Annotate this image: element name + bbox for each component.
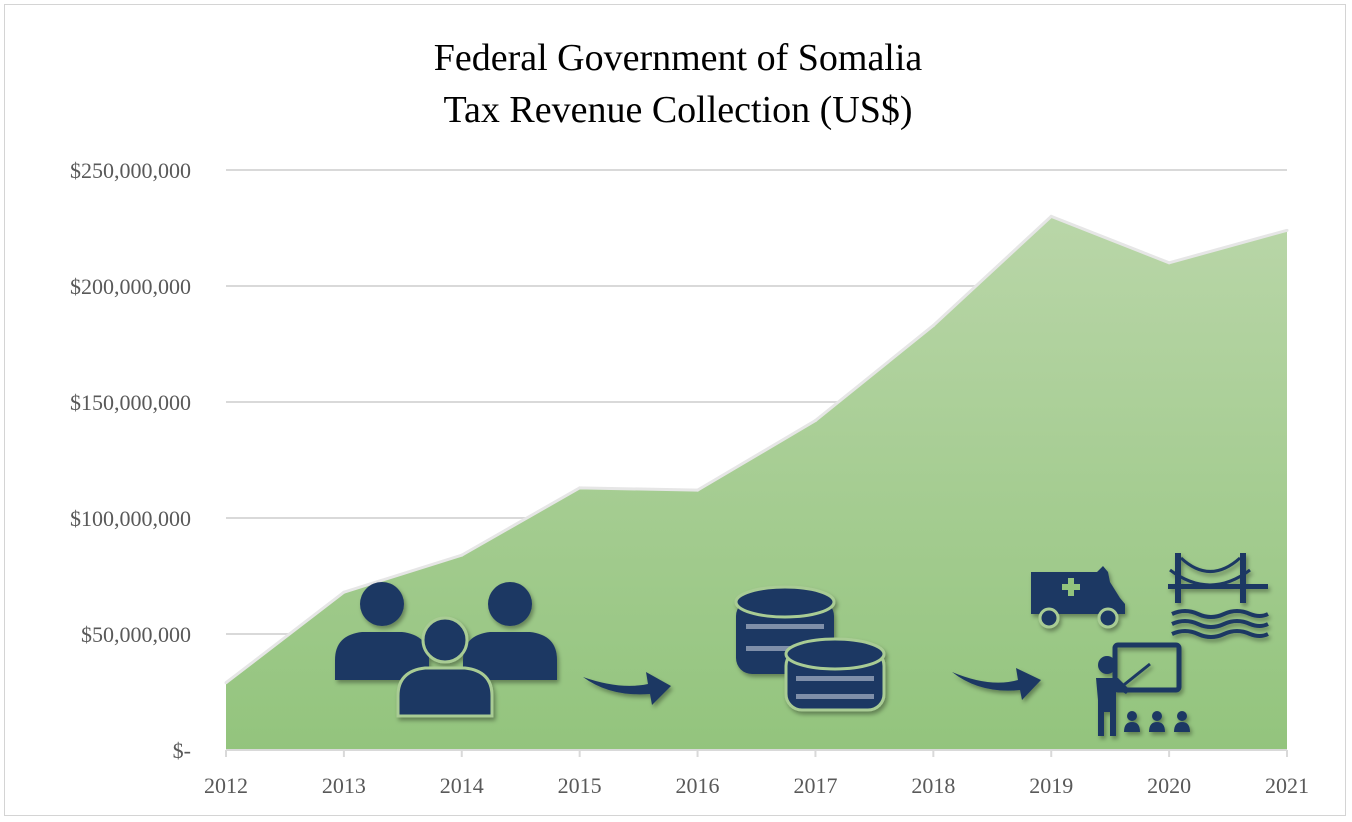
x-tick-label: 2018 bbox=[911, 773, 955, 798]
arrow-icon bbox=[583, 672, 671, 705]
y-tick-label: $250,000,000 bbox=[70, 158, 191, 183]
chart-title-line-1: Federal Government of Somalia bbox=[434, 37, 923, 79]
x-tick-label: 2017 bbox=[793, 773, 837, 798]
x-tick-label: 2019 bbox=[1029, 773, 1073, 798]
teacher-classroom-icon bbox=[1096, 642, 1190, 736]
data-point bbox=[578, 486, 582, 490]
coins-stack-icon bbox=[734, 585, 886, 712]
data-point bbox=[1167, 261, 1171, 265]
x-tick-label: 2012 bbox=[204, 773, 248, 798]
data-point bbox=[1285, 228, 1289, 232]
area-series-line bbox=[225, 214, 1288, 684]
arrow-icon bbox=[952, 668, 1041, 700]
data-point bbox=[931, 323, 935, 327]
bridge-icon bbox=[1168, 553, 1269, 639]
area-series bbox=[226, 216, 1287, 750]
y-tick-label: $- bbox=[173, 738, 191, 763]
y-tick-label: $150,000,000 bbox=[70, 390, 191, 415]
x-tick-label: 2013 bbox=[322, 773, 366, 798]
ambulance-icon bbox=[1031, 566, 1125, 629]
x-tick-label: 2014 bbox=[440, 773, 484, 798]
x-tick-label: 2015 bbox=[558, 773, 602, 798]
x-axis-labels: 2012 2013 2014 2015 2016 2017 2018 2019 2020 2021 bbox=[204, 773, 1309, 798]
data-point bbox=[342, 590, 346, 594]
data-point bbox=[460, 553, 464, 557]
y-axis-labels: $- $50,000,000 $100,000,000 $150,000,000 $20… bbox=[70, 158, 191, 763]
data-point bbox=[224, 681, 228, 685]
y-tick-label: $50,000,000 bbox=[81, 622, 191, 647]
x-tick-label: 2016 bbox=[676, 773, 720, 798]
data-point bbox=[813, 419, 817, 423]
data-point bbox=[1049, 214, 1053, 218]
chart-title-line-2: Tax Revenue Collection (US$) bbox=[443, 89, 912, 131]
y-tick-label: $100,000,000 bbox=[70, 506, 191, 531]
y-tick-label: $200,000,000 bbox=[70, 274, 191, 299]
people-group-icon bbox=[335, 582, 557, 718]
x-tick-label: 2021 bbox=[1265, 773, 1309, 798]
data-point bbox=[696, 488, 700, 492]
x-tick-label: 2020 bbox=[1147, 773, 1191, 798]
area-layer bbox=[224, 214, 1289, 757]
